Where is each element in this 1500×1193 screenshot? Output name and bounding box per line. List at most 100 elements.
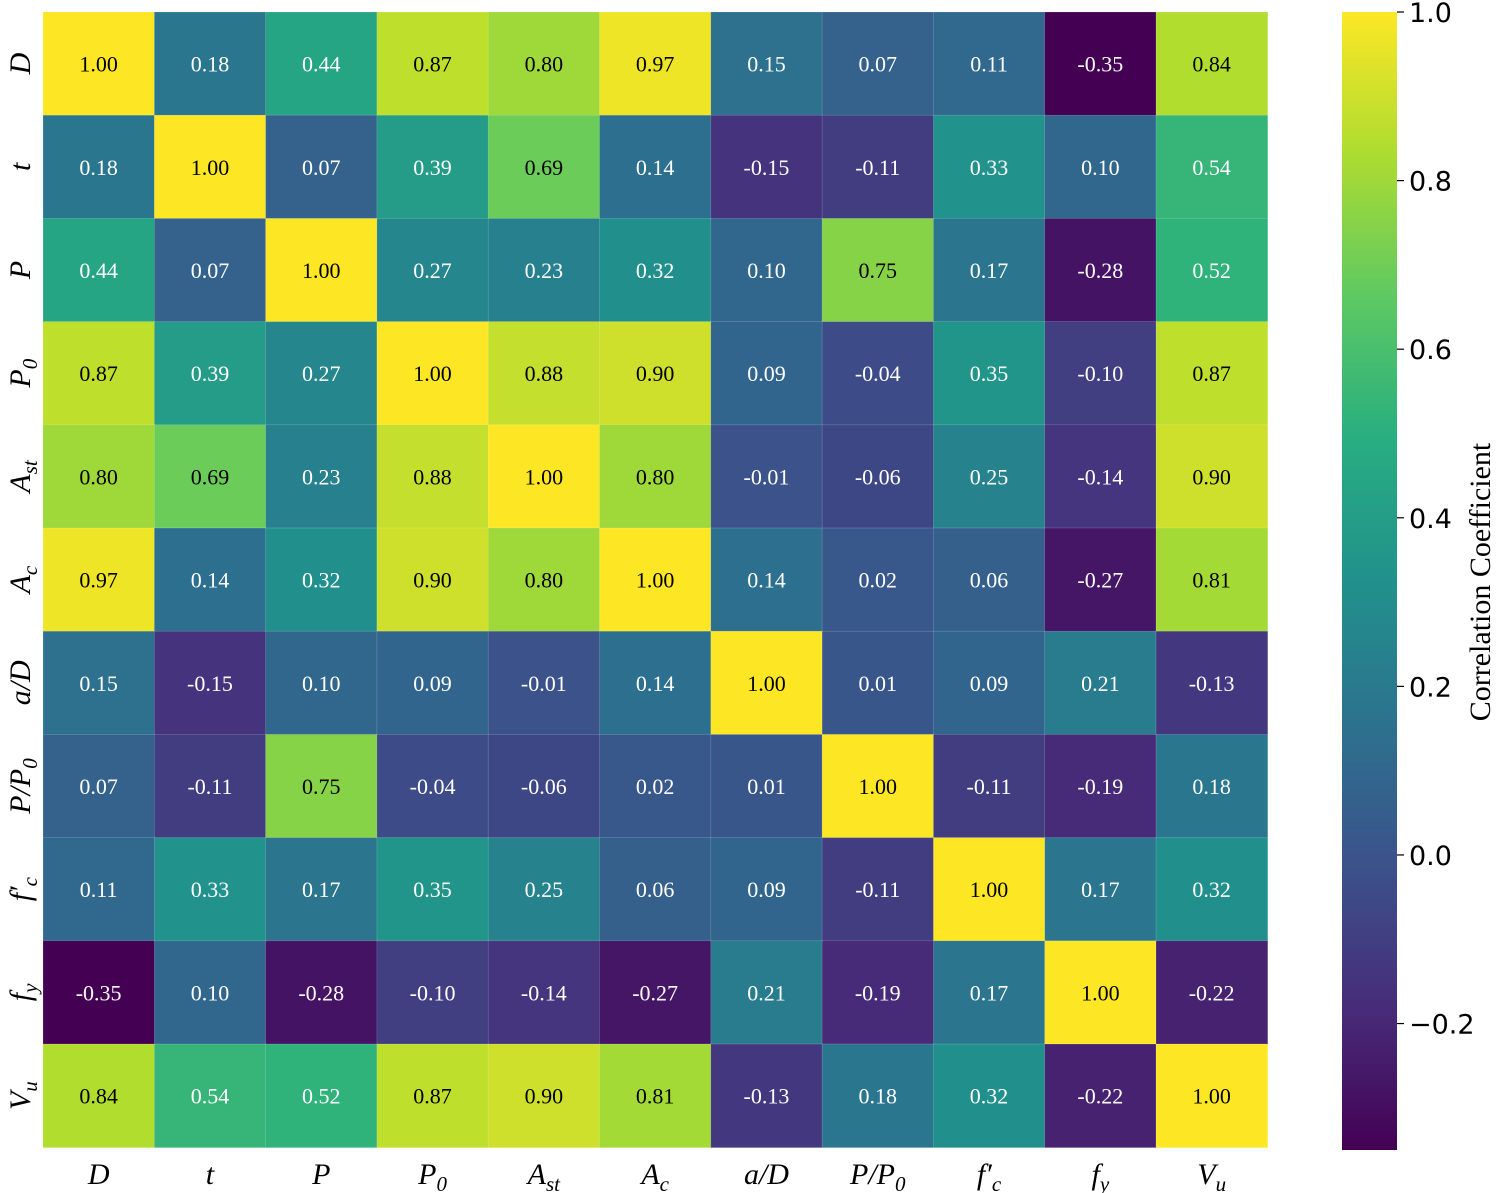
- heatmap-cell-r2-c8: [933, 218, 1046, 323]
- heatmap-cell-r6-c1: [154, 630, 267, 736]
- cell-value-r5-c0: 0.97: [79, 568, 118, 593]
- y-axis-labels: Dt P P0 Ast Ac a/D P/P0 f′c fy Vu: [4, 52, 42, 1110]
- cell-value-r9-c4: -0.14: [521, 980, 567, 1005]
- heatmap-cell-r3-c6: [710, 321, 823, 426]
- y-tick-label-10: Vu: [4, 1081, 42, 1110]
- cell-value-r6-c6: 1.00: [747, 671, 786, 696]
- heatmap-cell-r6-c0: [42, 630, 156, 736]
- heatmap-cell-r7-c7: [821, 734, 935, 839]
- heatmap-cell-r5-c0: [42, 527, 156, 632]
- heatmap-cell-r8-c10: [1155, 837, 1269, 942]
- heatmap-cells: [42, 11, 1269, 1148]
- heatmap-cell-r0-c7: [821, 11, 935, 116]
- heatmap-cell-r4-c9: [1044, 424, 1157, 529]
- heatmap-cell-r8-c9: [1044, 837, 1157, 942]
- heatmap-cell-r4-c6: [710, 424, 823, 529]
- cell-value-r0-c8: 0.11: [970, 52, 1008, 77]
- heatmap-cell-r8-c1: [154, 837, 267, 942]
- cell-value-r5-c3: 0.90: [413, 568, 452, 593]
- heatmap-cell-r4-c8: [933, 424, 1046, 529]
- heatmap-cell-r0-c2: [265, 11, 378, 116]
- cell-value-r2-c6: 0.10: [747, 258, 786, 283]
- cell-value-r9-c7: -0.19: [855, 980, 901, 1005]
- cell-value-r4-c6: -0.01: [744, 464, 790, 489]
- cell-value-r8-c7: -0.11: [855, 877, 900, 902]
- cell-value-r2-c7: 0.75: [859, 258, 898, 283]
- heatmap-cell-r8-c7: [821, 837, 935, 942]
- cell-value-r1-c8: 0.33: [970, 155, 1009, 180]
- heatmap-cell-r7-c8: [933, 734, 1046, 839]
- heatmap-cell-r1-c3: [376, 114, 489, 220]
- cell-value-r9-c8: 0.17: [970, 980, 1009, 1005]
- cell-value-r7-c6: 0.01: [747, 774, 786, 799]
- heatmap-cell-r6-c7: [821, 630, 935, 736]
- cell-value-r0-c2: 0.44: [302, 52, 341, 77]
- heatmap-cell-r9-c6: [710, 940, 823, 1045]
- heatmap-cell-r10-c10: [1155, 1043, 1269, 1148]
- cell-value-r9-c5: -0.27: [632, 980, 678, 1005]
- cell-value-r4-c3: 0.88: [413, 464, 452, 489]
- cell-value-r1-c4: 0.69: [525, 155, 564, 180]
- heatmap-cell-r7-c9: [1044, 734, 1157, 839]
- heatmap-cell-r1-c7: [821, 114, 935, 220]
- heatmap-cell-r7-c5: [599, 734, 712, 839]
- cell-value-r7-c5: 0.02: [636, 774, 675, 799]
- cell-value-r0-c1: 0.18: [191, 52, 230, 77]
- cell-value-r7-c1: -0.11: [187, 774, 232, 799]
- heatmap-cell-r4-c2: [265, 424, 378, 529]
- heatmap-cell-r4-c0: [42, 424, 156, 529]
- colorbar-tick-label-5: 0.8: [1409, 167, 1452, 198]
- heatmap-cell-r5-c3: [376, 527, 489, 632]
- cell-value-r2-c3: 0.27: [413, 258, 452, 283]
- cell-value-r0-c5: 0.97: [636, 52, 675, 77]
- y-tick-label-1: t: [4, 162, 37, 171]
- cell-value-r3-c0: 0.87: [79, 361, 118, 386]
- colorbar-label: Correlation Coefficient: [1464, 442, 1497, 721]
- heatmap-cell-r2-c5: [599, 218, 712, 323]
- colorbar: −0.2 0.0 0.2 0.4 0.6 0.8 1.0 Correlation Coeff…: [1342, 0, 1497, 1150]
- heatmap-cell-r8-c6: [710, 837, 823, 942]
- heatmap-cell-r1-c4: [487, 114, 601, 220]
- y-tick-label-3: P0: [4, 358, 42, 388]
- cell-value-r9-c6: 0.21: [747, 980, 786, 1005]
- heatmap-cell-r5-c8: [933, 527, 1046, 632]
- cell-value-r2-c5: 0.32: [636, 258, 675, 283]
- x-tick-label-10: Vu: [1197, 1158, 1226, 1193]
- heatmap-cell-r7-c4: [487, 734, 601, 839]
- cell-value-r1-c7: -0.11: [855, 155, 900, 180]
- x-tick-label-8: f′c: [977, 1158, 1002, 1193]
- cell-value-r7-c7: 1.00: [859, 774, 898, 799]
- heatmap-cell-r9-c7: [821, 940, 935, 1045]
- cell-value-r3-c9: -0.10: [1077, 361, 1123, 386]
- heatmap-cell-r9-c4: [487, 940, 601, 1045]
- cell-value-r10-c6: -0.13: [744, 1084, 790, 1109]
- heatmap-cell-r6-c10: [1155, 630, 1269, 736]
- cell-value-r8-c8: 1.00: [970, 877, 1009, 902]
- cell-value-r3-c6: 0.09: [747, 361, 786, 386]
- heatmap-cell-r8-c2: [265, 837, 378, 942]
- heatmap-cell-r5-c6: [710, 527, 823, 632]
- cell-value-r7-c0: 0.07: [79, 774, 118, 799]
- cell-value-r5-c4: 0.80: [525, 568, 564, 593]
- cell-value-r2-c9: -0.28: [1077, 258, 1123, 283]
- cell-value-r6-c4: -0.01: [521, 671, 567, 696]
- cell-value-r0-c3: 0.87: [413, 52, 452, 77]
- heatmap-cell-r6-c6: [710, 630, 823, 736]
- heatmap-cell-r7-c0: [42, 734, 156, 839]
- heatmap-cell-r0-c6: [710, 11, 823, 116]
- x-tick-label-5: Ac: [639, 1158, 669, 1193]
- cell-value-r7-c2: 0.75: [302, 774, 341, 799]
- heatmap-cell-r4-c5: [599, 424, 712, 529]
- heatmap-annotations: 1.00 0.18 0.44 0.87 0.80 0.97 0.15 0.07 0.11 -0.3…: [76, 52, 1235, 1109]
- y-tick-label-0: D: [4, 52, 37, 75]
- heatmap-cell-r3-c1: [154, 321, 267, 426]
- heatmap-cell-r2-c2: [265, 218, 378, 323]
- heatmap-cell-r0-c1: [154, 11, 267, 116]
- heatmap-cell-r10-c4: [487, 1043, 601, 1148]
- heatmap-cell-r5-c10: [1155, 527, 1269, 632]
- cell-value-r9-c9: 1.00: [1081, 980, 1120, 1005]
- cell-value-r6-c10: -0.13: [1189, 671, 1235, 696]
- y-tick-label-7: P/P0: [4, 758, 42, 815]
- cell-value-r6-c2: 0.10: [302, 671, 341, 696]
- heatmap-cell-r0-c3: [376, 11, 489, 116]
